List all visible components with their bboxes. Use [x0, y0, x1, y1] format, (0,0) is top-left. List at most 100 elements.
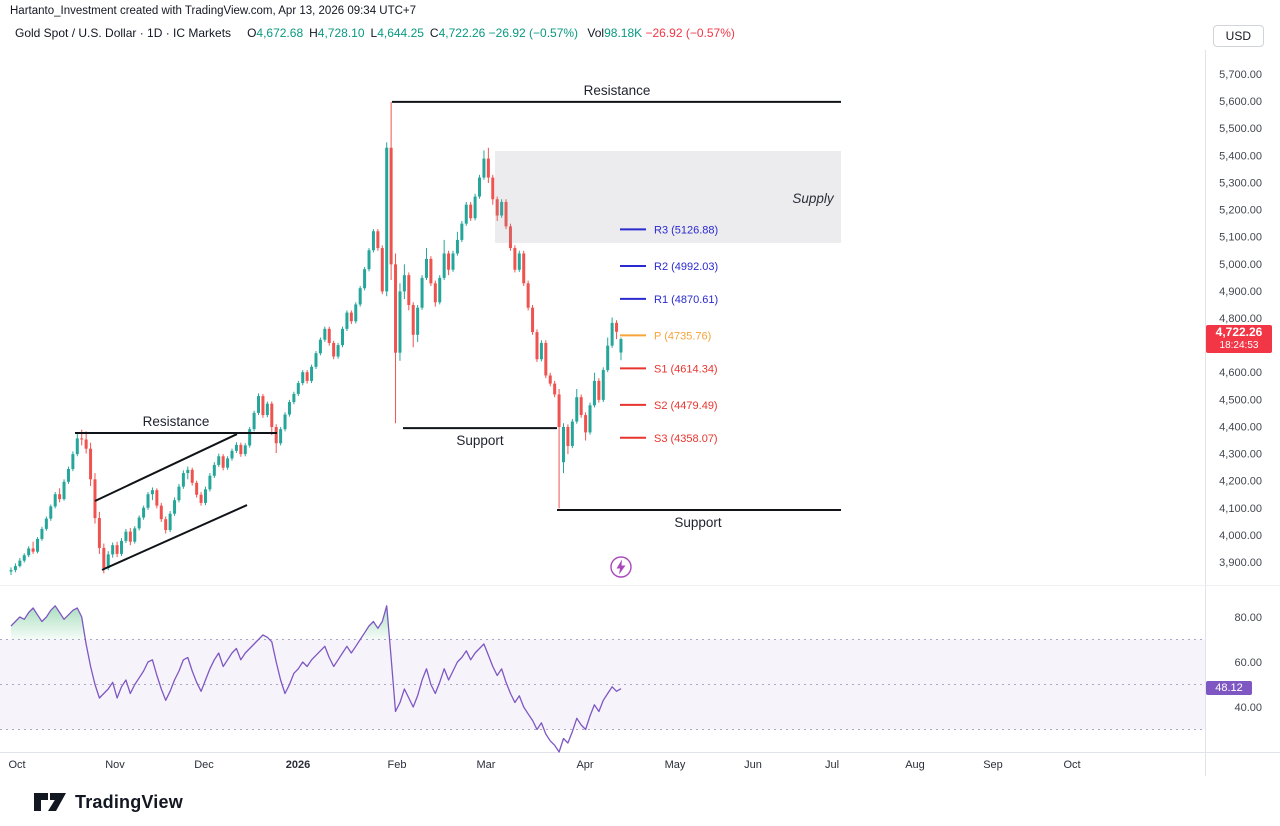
candle-body	[464, 204, 468, 224]
candle-body	[243, 445, 247, 455]
attribution-text: Hartanto_Investment created with Trading…	[10, 5, 417, 17]
candle-body	[133, 528, 137, 542]
tradingview-logo-icon	[34, 793, 66, 811]
candle-body	[53, 494, 57, 507]
tradingview-logo: TradingView	[33, 790, 183, 814]
candle-body	[424, 258, 428, 278]
candle-body	[274, 426, 278, 444]
time-axis-label: May	[665, 759, 686, 771]
candle-body	[451, 253, 455, 270]
candle-body	[478, 177, 482, 197]
candle-body	[279, 429, 283, 444]
candle-body	[544, 342, 548, 376]
candle-body	[93, 479, 97, 519]
candle-body	[115, 545, 119, 554]
candle-body	[592, 380, 596, 406]
candle-body	[89, 448, 93, 480]
symbol-title: Gold Spot / U.S. Dollar · 1D · IC Market…	[15, 26, 232, 40]
candle-body	[460, 223, 464, 240]
supply-zone-label: Supply	[792, 191, 835, 206]
close-label: C	[429, 26, 439, 40]
candle-body	[261, 396, 265, 416]
time-axis-label: Oct	[1063, 759, 1080, 771]
candle-body	[429, 258, 433, 284]
candle-body	[314, 353, 318, 367]
candle-body	[49, 506, 53, 519]
candle-body	[292, 393, 296, 403]
candle-body	[283, 414, 287, 430]
candle-body	[420, 277, 424, 308]
candle-body	[208, 475, 212, 490]
pivot-label: S1 (4614.34)	[654, 363, 718, 375]
rsi-band	[0, 639, 1205, 730]
candle-body	[575, 397, 579, 422]
trendline	[94, 433, 238, 502]
candle-body	[31, 548, 35, 552]
candle-body	[84, 439, 88, 449]
candle-body	[221, 456, 225, 468]
volume-change-value: −26.92 (−0.57%)	[645, 26, 735, 40]
price-axis-label: 5,400.00	[1219, 150, 1262, 162]
price-axis-label: 5,500.00	[1219, 123, 1262, 135]
time-axis-label: Jun	[744, 759, 762, 771]
time-axis-label: Nov	[105, 759, 125, 771]
candle-body	[287, 402, 291, 415]
candle-body	[619, 339, 623, 353]
time-axis-label: Jul	[825, 759, 839, 771]
sr-label: Support	[456, 433, 504, 448]
time-axis-label: Feb	[388, 759, 407, 771]
candle-body	[367, 250, 371, 270]
candle-body	[296, 383, 300, 394]
candle-body	[566, 426, 570, 446]
sr-label: Resistance	[584, 83, 651, 98]
candle-body	[380, 248, 384, 292]
candle-body	[301, 372, 305, 384]
price-axis-label: 4,200.00	[1219, 476, 1262, 488]
candle-body	[13, 566, 17, 571]
candle-body	[164, 519, 168, 531]
symbol-legend[interactable]: Gold Spot / U.S. Dollar · 1D · IC Market…	[15, 26, 735, 40]
candle-body	[363, 269, 367, 289]
candle-body	[230, 450, 234, 459]
rsi-axis-label: 60.00	[1234, 657, 1262, 669]
candle-body	[579, 397, 583, 416]
candle-body	[513, 248, 517, 270]
candle-body	[310, 366, 314, 381]
time-axis-label: Oct	[8, 759, 25, 771]
candle-body	[327, 328, 331, 343]
candle-body	[522, 253, 526, 284]
price-axis-label: 4,100.00	[1219, 503, 1262, 515]
candle-body	[500, 201, 504, 216]
candle-body	[27, 548, 31, 556]
candle-body	[80, 438, 84, 440]
candle-body	[535, 332, 539, 360]
candle-body	[142, 507, 146, 518]
candle-body	[150, 490, 154, 495]
price-axis-label: 5,700.00	[1219, 69, 1262, 81]
candle-body	[36, 538, 40, 552]
price-axis-label: 5,000.00	[1219, 259, 1262, 271]
trendline	[101, 504, 248, 571]
candle-body	[120, 540, 123, 554]
candle-body	[548, 375, 552, 384]
candle-body	[62, 481, 66, 500]
candle-body	[389, 147, 393, 265]
price-axis-label: 4,800.00	[1219, 313, 1262, 325]
candle-body	[398, 291, 402, 353]
price-axis-label: 4,500.00	[1219, 394, 1262, 406]
price-axis-label: 3,900.00	[1219, 557, 1262, 569]
candle-body	[486, 158, 490, 178]
time-axis-label: Mar	[477, 759, 496, 771]
currency-button[interactable]: USD	[1212, 25, 1264, 47]
rsi-line	[10, 605, 622, 753]
candle-body	[75, 438, 79, 455]
candle-body	[610, 322, 614, 346]
candle-body	[58, 494, 62, 500]
candle-body	[517, 253, 521, 270]
rsi-overbought-fill	[11, 605, 621, 640]
candle-body	[491, 177, 495, 200]
candle-body	[217, 456, 221, 465]
candle-body	[349, 312, 353, 322]
open-value: 4,672.68	[256, 26, 304, 40]
